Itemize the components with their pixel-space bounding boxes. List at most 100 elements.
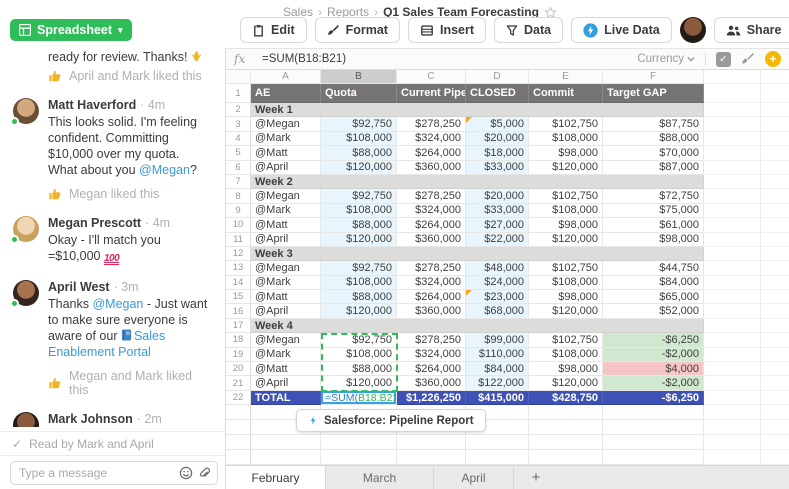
cell[interactable]: $102,750 [529,261,603,276]
empty-cell[interactable] [466,450,529,465]
empty-cell[interactable] [704,376,761,391]
column-letter-B[interactable]: B [321,70,397,84]
cell[interactable]: $278,250 [397,189,466,204]
total-value-cell[interactable]: $415,000 [466,390,529,406]
cell[interactable]: $92,750 [321,117,397,132]
cell[interactable]: -$2,000 [603,347,704,363]
attachment-icon[interactable] [198,466,211,480]
empty-cell[interactable] [704,290,761,305]
week-band-cell[interactable]: Week 3 [251,246,704,262]
cell[interactable]: $264,000 [397,362,466,377]
total-value-cell[interactable]: -$6,250 [603,390,704,406]
empty-cell[interactable] [704,117,761,132]
empty-cell[interactable] [704,347,761,363]
mention-cell[interactable]: @Megan [251,189,321,204]
empty-cell[interactable] [761,117,789,132]
empty-cell[interactable] [761,218,789,233]
avatar[interactable] [10,280,39,308]
cell[interactable]: $324,000 [397,347,466,363]
cell[interactable]: $120,000 [321,160,397,175]
header-cell[interactable]: CLOSED [466,84,529,103]
cell[interactable]: $278,250 [397,261,466,276]
star-icon[interactable] [544,5,557,19]
mention-link[interactable]: @Megan [139,163,190,177]
empty-cell[interactable] [761,247,789,262]
row-number[interactable]: 10 [226,218,251,233]
cell[interactable]: $324,000 [397,275,466,291]
avatar[interactable] [679,17,706,43]
cell[interactable]: $324,000 [397,131,466,147]
empty-cell[interactable] [466,420,529,436]
empty-cell[interactable] [761,450,789,465]
row-number[interactable]: 21 [226,376,251,391]
message-input[interactable] [19,465,174,480]
cell[interactable]: $75,000 [603,203,704,219]
emoji-picker-icon[interactable] [179,466,193,480]
empty-cell[interactable] [761,391,789,406]
empty-cell[interactable] [397,450,466,465]
empty-cell[interactable] [761,304,789,319]
row-number[interactable]: 9 [226,203,251,219]
avatar[interactable] [13,412,39,427]
mention-cell[interactable]: @Mark [251,347,321,363]
toolbar-button-edit[interactable]: Edit [240,17,307,43]
empty-cell[interactable] [529,405,603,421]
mention-cell[interactable]: @Mark [251,131,321,147]
cell[interactable]: $360,000 [397,376,466,391]
breadcrumb-folder[interactable]: Sales [283,5,314,19]
cell[interactable]: $360,000 [397,160,466,175]
row-number[interactable]: 13 [226,261,251,276]
empty-cell[interactable] [603,420,704,436]
cell[interactable]: $278,250 [397,117,466,132]
cell[interactable]: $108,000 [529,275,603,291]
row-number[interactable]: 3 [226,117,251,132]
cell[interactable]: $88,000 [603,131,704,147]
format-dropdown[interactable]: Currency [637,53,695,65]
cell[interactable]: $360,000 [397,304,466,319]
cell[interactable]: $23,000 [466,290,529,305]
empty-cell[interactable] [761,435,789,451]
empty-cell[interactable] [761,189,789,204]
empty-cell[interactable] [321,435,397,451]
mention-cell[interactable]: @Matt [251,218,321,233]
week-band-cell[interactable]: Week 2 [251,174,704,190]
empty-cell[interactable] [761,70,789,84]
cell[interactable]: $65,000 [603,290,704,305]
cell[interactable]: $87,750 [603,117,704,132]
cell[interactable]: $98,000 [529,362,603,377]
cell[interactable]: $72,750 [603,189,704,204]
empty-cell[interactable] [761,405,789,421]
cell[interactable]: $278,250 [397,333,466,348]
total-label-cell[interactable]: TOTAL [251,390,321,406]
row-number[interactable]: 20 [226,362,251,377]
empty-cell[interactable] [704,390,761,406]
cell[interactable]: $108,000 [321,203,397,219]
empty-cell[interactable] [704,174,761,190]
row-number[interactable]: 8 [226,189,251,204]
mention-cell[interactable]: @Megan [251,117,321,132]
row-number[interactable]: 17 [226,318,251,334]
empty-cell[interactable] [704,435,761,451]
cell[interactable]: $122,000 [466,376,529,391]
cell[interactable]: $61,000 [603,218,704,233]
cell[interactable]: $324,000 [397,203,466,219]
cell[interactable]: $120,000 [529,304,603,319]
cell[interactable]: $5,000 [466,117,529,132]
add-comment-icon[interactable]: + [765,51,781,67]
mention-cell[interactable]: @April [251,376,321,391]
cell[interactable]: $108,000 [321,347,397,363]
empty-cell[interactable] [251,435,321,451]
doc-type-button[interactable]: Spreadsheet ▾ [10,19,132,41]
empty-cell[interactable] [704,146,761,161]
cell[interactable]: $120,000 [529,232,603,247]
avatar[interactable] [10,98,39,126]
cell[interactable]: $110,000 [466,347,529,363]
empty-cell[interactable] [466,405,529,421]
empty-cell[interactable] [761,161,789,175]
cell[interactable]: $99,000 [466,333,529,348]
editing-cell[interactable]: =SUM(B18:B21) [321,390,397,406]
cell[interactable]: $88,000 [321,290,397,305]
cell[interactable]: $92,750 [321,261,397,276]
row-number[interactable]: 12 [226,246,251,262]
empty-cell[interactable] [704,189,761,204]
